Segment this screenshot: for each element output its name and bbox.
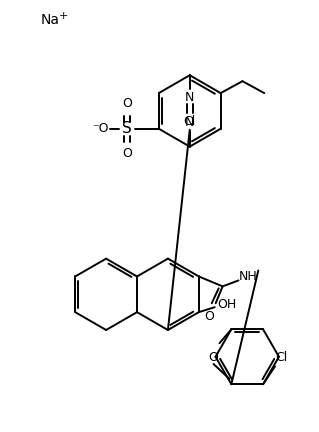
Text: Na: Na <box>41 13 60 27</box>
Text: O: O <box>204 310 214 323</box>
Text: Cl: Cl <box>275 351 287 364</box>
Text: S: S <box>122 121 132 136</box>
Text: N: N <box>185 91 194 104</box>
Text: O: O <box>122 98 132 111</box>
Text: N: N <box>185 116 194 129</box>
Text: Cl: Cl <box>184 115 196 128</box>
Text: O: O <box>122 147 132 160</box>
Text: O: O <box>209 350 219 364</box>
Text: OH: OH <box>217 298 236 311</box>
Text: +: + <box>59 11 68 21</box>
Text: NH: NH <box>239 270 258 283</box>
Text: ⁻O: ⁻O <box>92 122 108 135</box>
